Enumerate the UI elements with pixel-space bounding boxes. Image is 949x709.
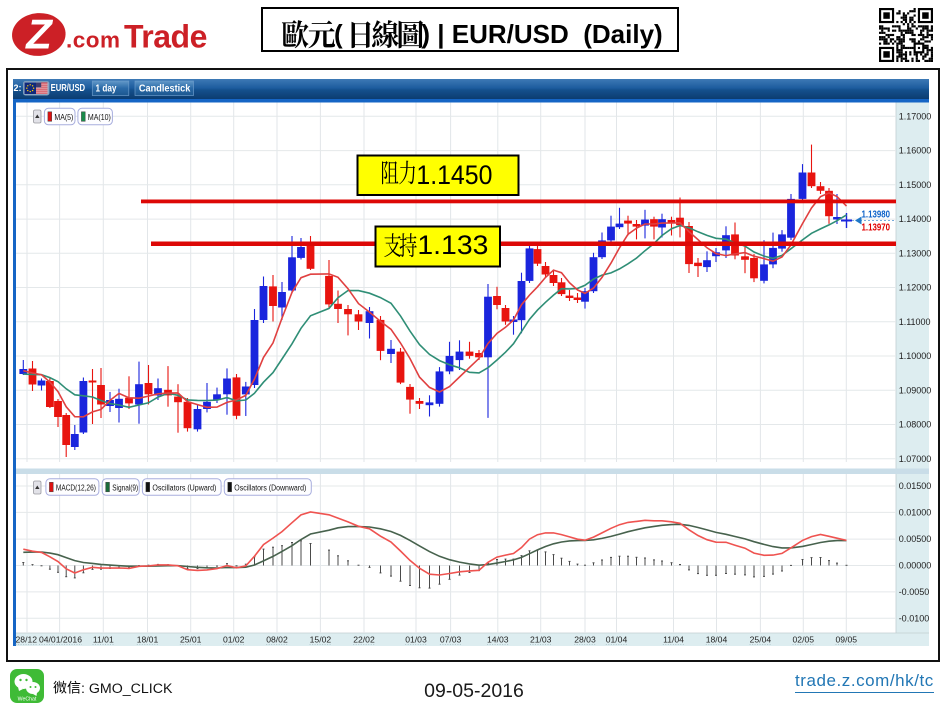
svg-text:28/03: 28/03 — [574, 635, 596, 645]
svg-text:11/04: 11/04 — [663, 635, 684, 645]
svg-text:Candlestick: Candlestick — [139, 84, 191, 95]
svg-text:0.01000: 0.01000 — [899, 507, 932, 517]
svg-text:1.1450: 1.1450 — [416, 160, 492, 190]
svg-text:2:: 2: — [14, 83, 22, 93]
svg-text:08/02: 08/02 — [266, 635, 288, 645]
svg-text:1.10000: 1.10000 — [899, 351, 932, 361]
svg-text:07/03: 07/03 — [440, 635, 462, 645]
svg-text:02/05: 02/05 — [793, 635, 815, 645]
svg-text:1.14000: 1.14000 — [899, 214, 932, 224]
svg-text:1.133: 1.133 — [417, 230, 488, 260]
svg-text:Trade: Trade — [124, 19, 207, 55]
svg-text:1.13980: 1.13980 — [862, 210, 891, 221]
svg-text:-0.0100: -0.0100 — [899, 613, 930, 623]
svg-text:1.11000: 1.11000 — [899, 317, 931, 327]
svg-text:1.13970: 1.13970 — [862, 223, 891, 234]
svg-text:25/01: 25/01 — [180, 635, 202, 645]
svg-text:1.12000: 1.12000 — [899, 283, 932, 293]
svg-text:18/01: 18/01 — [137, 635, 159, 645]
svg-text:14/03: 14/03 — [487, 635, 509, 645]
svg-text:25/04: 25/04 — [750, 635, 772, 645]
svg-text:18/04: 18/04 — [706, 635, 728, 645]
svg-text:1 day: 1 day — [96, 83, 117, 95]
svg-text:04/01/2016: 04/01/2016 — [39, 635, 82, 645]
svg-text:-0.0050: -0.0050 — [899, 587, 930, 597]
svg-text:01/02: 01/02 — [223, 635, 245, 645]
svg-text:MA(5): MA(5) — [54, 112, 73, 122]
svg-text:09/05: 09/05 — [836, 635, 858, 645]
svg-text:Z: Z — [25, 11, 53, 58]
svg-text:WeChat: WeChat — [18, 697, 37, 703]
svg-text:21/03: 21/03 — [530, 635, 552, 645]
svg-text:1.16000: 1.16000 — [899, 146, 932, 156]
svg-text:Oscillators (Upward): Oscillators (Upward) — [152, 482, 216, 492]
svg-text:1.15000: 1.15000 — [899, 180, 932, 190]
svg-text:0.01500: 0.01500 — [899, 481, 932, 491]
svg-text:1.08000: 1.08000 — [899, 420, 932, 430]
svg-text:(: ( — [334, 19, 343, 49]
svg-text:0.00000: 0.00000 — [899, 561, 932, 571]
svg-text:Signal(9): Signal(9) — [112, 482, 138, 492]
svg-text:01/03: 01/03 — [405, 635, 427, 645]
svg-text:1.13000: 1.13000 — [899, 248, 932, 258]
svg-text:22/02: 22/02 — [353, 635, 375, 645]
svg-text:MA(10): MA(10) — [88, 112, 111, 122]
svg-text:1.17000: 1.17000 — [899, 111, 932, 121]
svg-text:1.09000: 1.09000 — [899, 385, 932, 395]
svg-text:) | EUR/USD (Daily): ) | EUR/USD (Daily) — [421, 19, 662, 49]
svg-text:28/12: 28/12 — [16, 635, 38, 645]
svg-text:MACD(12,26): MACD(12,26) — [56, 482, 96, 492]
svg-text:: GMO_CLICK: : GMO_CLICK — [81, 681, 173, 697]
svg-text:.com: .com — [66, 27, 121, 52]
svg-text:0.00500: 0.00500 — [899, 534, 932, 544]
svg-text:1.07000: 1.07000 — [899, 454, 932, 464]
svg-text:15/02: 15/02 — [310, 635, 332, 645]
svg-text:01/04: 01/04 — [606, 635, 628, 645]
svg-text:Oscillators (Downward): Oscillators (Downward) — [234, 482, 306, 492]
svg-text:EUR/USD: EUR/USD — [51, 83, 86, 94]
svg-text:11/01: 11/01 — [93, 635, 114, 645]
